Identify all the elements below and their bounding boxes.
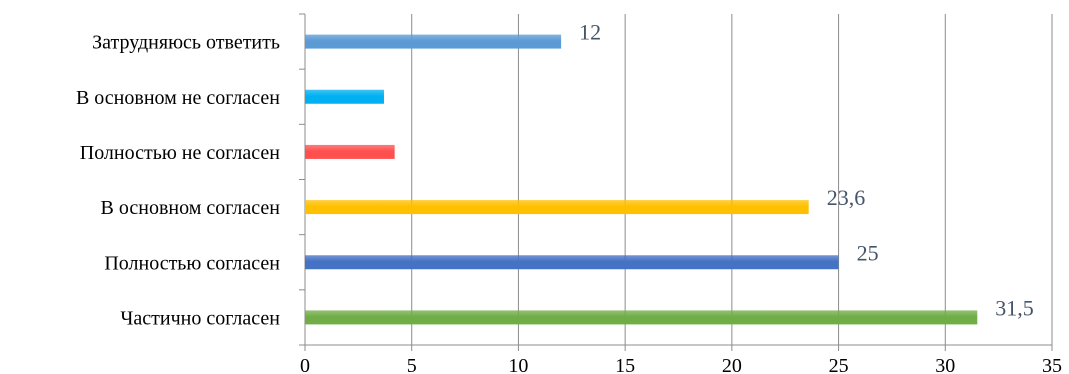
x-tick-labels: 0 5 10 15 20 25 30 35: [300, 355, 1062, 374]
category-label: В основном не согласен: [76, 87, 280, 109]
bars: [305, 34, 978, 325]
category-label: Полностью согласен: [104, 252, 280, 274]
x-tick-label: 30: [935, 355, 955, 374]
data-label: 25: [857, 240, 879, 265]
category-label: Полностью не согласен: [80, 142, 281, 164]
category-labels: Затрудняюсь ответить В основном не соглас…: [76, 32, 280, 330]
data-label: 31,5: [995, 295, 1034, 320]
x-tick-label: 25: [829, 355, 849, 374]
bar: [305, 255, 839, 270]
axes: [299, 13, 1053, 351]
bar: [305, 89, 384, 104]
x-tick-label: 10: [508, 355, 528, 374]
bar: [305, 144, 395, 159]
data-label: 23,6: [827, 185, 866, 210]
x-tick-label: 35: [1042, 355, 1062, 374]
grid-lines: [411, 14, 1053, 345]
bar: [305, 200, 809, 215]
x-tick-label: 0: [300, 355, 310, 374]
category-label: В основном согласен: [101, 197, 281, 219]
category-label: Частично согласен: [120, 307, 280, 329]
x-tick-label: 15: [615, 355, 635, 374]
bar: [305, 310, 978, 325]
x-tick-label: 5: [407, 355, 417, 374]
data-labels: 12 23,6 25 31,5: [579, 20, 1034, 321]
bar: [305, 34, 562, 49]
category-label: Затрудняюсь ответить: [92, 32, 280, 54]
x-tick-label: 20: [722, 355, 742, 374]
data-label: 12: [579, 20, 601, 45]
